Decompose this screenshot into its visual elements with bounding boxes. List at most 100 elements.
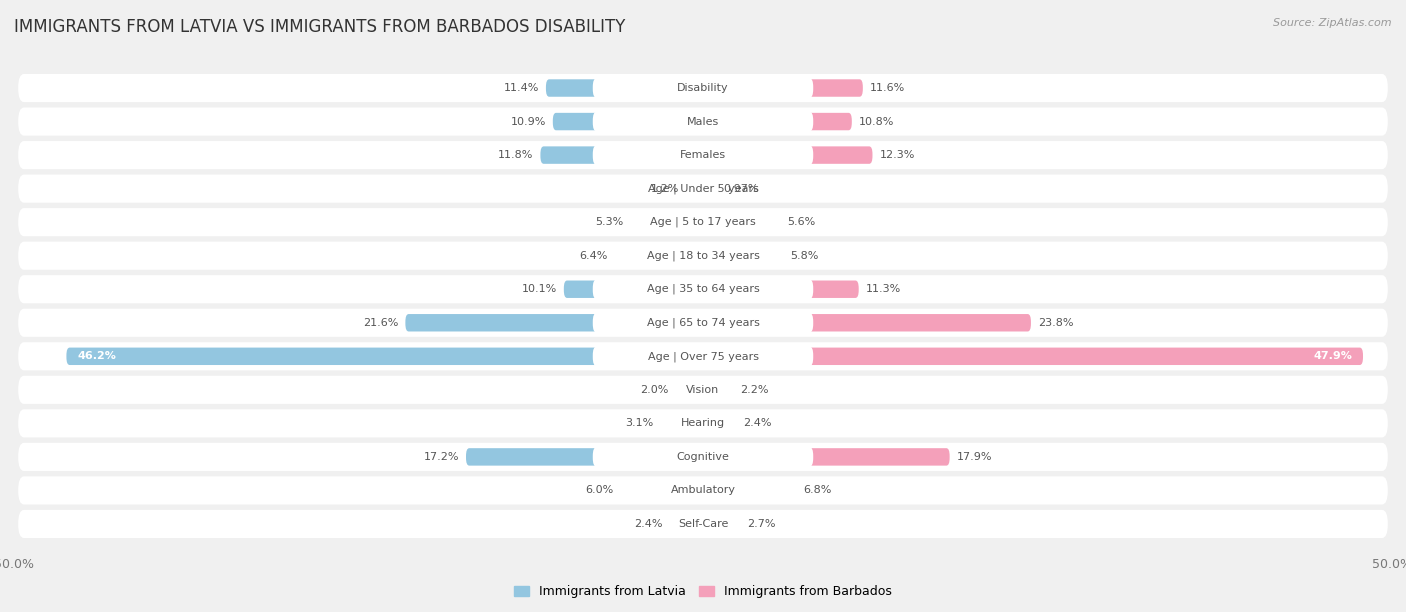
FancyBboxPatch shape <box>18 74 1388 102</box>
FancyBboxPatch shape <box>630 214 703 231</box>
Text: 23.8%: 23.8% <box>1038 318 1073 328</box>
Text: Vision: Vision <box>686 385 720 395</box>
FancyBboxPatch shape <box>18 208 1388 236</box>
FancyBboxPatch shape <box>18 141 1388 169</box>
Text: 2.4%: 2.4% <box>742 419 772 428</box>
Text: 11.3%: 11.3% <box>866 284 901 294</box>
Text: Males: Males <box>688 116 718 127</box>
FancyBboxPatch shape <box>18 275 1388 304</box>
FancyBboxPatch shape <box>18 409 1388 438</box>
Text: Age | 35 to 64 years: Age | 35 to 64 years <box>647 284 759 294</box>
FancyBboxPatch shape <box>18 242 1388 270</box>
FancyBboxPatch shape <box>18 376 1388 404</box>
Text: 10.8%: 10.8% <box>859 116 894 127</box>
FancyBboxPatch shape <box>703 80 863 97</box>
FancyBboxPatch shape <box>593 313 813 332</box>
FancyBboxPatch shape <box>703 214 780 231</box>
FancyBboxPatch shape <box>66 348 703 365</box>
Text: IMMIGRANTS FROM LATVIA VS IMMIGRANTS FROM BARBADOS DISABILITY: IMMIGRANTS FROM LATVIA VS IMMIGRANTS FRO… <box>14 18 626 36</box>
FancyBboxPatch shape <box>703 113 852 130</box>
Text: 1.2%: 1.2% <box>651 184 679 193</box>
FancyBboxPatch shape <box>675 381 703 398</box>
FancyBboxPatch shape <box>18 510 1388 538</box>
FancyBboxPatch shape <box>593 78 813 98</box>
Text: 10.1%: 10.1% <box>522 284 557 294</box>
FancyBboxPatch shape <box>703 482 797 499</box>
FancyBboxPatch shape <box>18 443 1388 471</box>
FancyBboxPatch shape <box>465 448 703 466</box>
Text: Disability: Disability <box>678 83 728 93</box>
Text: 5.8%: 5.8% <box>790 251 818 261</box>
Text: 6.4%: 6.4% <box>579 251 607 261</box>
Text: 3.1%: 3.1% <box>626 419 654 428</box>
Text: 17.2%: 17.2% <box>423 452 460 462</box>
Text: Source: ZipAtlas.com: Source: ZipAtlas.com <box>1274 18 1392 28</box>
FancyBboxPatch shape <box>703 415 737 432</box>
FancyBboxPatch shape <box>703 280 859 298</box>
Text: Age | Under 5 years: Age | Under 5 years <box>648 184 758 194</box>
FancyBboxPatch shape <box>593 380 813 400</box>
Text: 11.8%: 11.8% <box>498 150 533 160</box>
Text: 10.9%: 10.9% <box>510 116 546 127</box>
FancyBboxPatch shape <box>661 415 703 432</box>
Legend: Immigrants from Latvia, Immigrants from Barbados: Immigrants from Latvia, Immigrants from … <box>509 580 897 603</box>
Text: 17.9%: 17.9% <box>956 452 993 462</box>
FancyBboxPatch shape <box>614 247 703 264</box>
FancyBboxPatch shape <box>703 180 717 197</box>
FancyBboxPatch shape <box>669 515 703 532</box>
Text: 2.0%: 2.0% <box>640 385 669 395</box>
FancyBboxPatch shape <box>593 480 813 500</box>
Text: Ambulatory: Ambulatory <box>671 485 735 496</box>
Text: 12.3%: 12.3% <box>879 150 915 160</box>
FancyBboxPatch shape <box>593 514 813 534</box>
FancyBboxPatch shape <box>405 314 703 332</box>
Text: Age | 65 to 74 years: Age | 65 to 74 years <box>647 318 759 328</box>
FancyBboxPatch shape <box>703 348 1362 365</box>
FancyBboxPatch shape <box>686 180 703 197</box>
FancyBboxPatch shape <box>593 112 813 132</box>
FancyBboxPatch shape <box>564 280 703 298</box>
FancyBboxPatch shape <box>18 174 1388 203</box>
Text: Cognitive: Cognitive <box>676 452 730 462</box>
FancyBboxPatch shape <box>703 247 783 264</box>
FancyBboxPatch shape <box>593 447 813 466</box>
Text: 46.2%: 46.2% <box>77 351 117 361</box>
FancyBboxPatch shape <box>593 246 813 266</box>
FancyBboxPatch shape <box>593 179 813 198</box>
FancyBboxPatch shape <box>703 146 873 164</box>
FancyBboxPatch shape <box>553 113 703 130</box>
FancyBboxPatch shape <box>593 146 813 165</box>
FancyBboxPatch shape <box>703 314 1031 332</box>
Text: 6.8%: 6.8% <box>804 485 832 496</box>
Text: 21.6%: 21.6% <box>363 318 398 328</box>
Text: Hearing: Hearing <box>681 419 725 428</box>
Text: 5.6%: 5.6% <box>787 217 815 227</box>
Text: Age | 5 to 17 years: Age | 5 to 17 years <box>650 217 756 228</box>
FancyBboxPatch shape <box>593 280 813 299</box>
FancyBboxPatch shape <box>703 448 949 466</box>
Text: 6.0%: 6.0% <box>585 485 613 496</box>
FancyBboxPatch shape <box>620 482 703 499</box>
FancyBboxPatch shape <box>18 308 1388 337</box>
Text: Females: Females <box>681 150 725 160</box>
Text: 0.97%: 0.97% <box>723 184 759 193</box>
Text: 5.3%: 5.3% <box>595 217 623 227</box>
Text: 47.9%: 47.9% <box>1313 351 1353 361</box>
Text: Age | 18 to 34 years: Age | 18 to 34 years <box>647 250 759 261</box>
FancyBboxPatch shape <box>18 476 1388 504</box>
FancyBboxPatch shape <box>18 342 1388 370</box>
FancyBboxPatch shape <box>703 515 740 532</box>
FancyBboxPatch shape <box>593 212 813 232</box>
FancyBboxPatch shape <box>593 414 813 433</box>
FancyBboxPatch shape <box>18 108 1388 136</box>
FancyBboxPatch shape <box>540 146 703 164</box>
Text: 11.4%: 11.4% <box>503 83 538 93</box>
FancyBboxPatch shape <box>703 381 734 398</box>
Text: Age | Over 75 years: Age | Over 75 years <box>648 351 758 362</box>
Text: Self-Care: Self-Care <box>678 519 728 529</box>
Text: 2.4%: 2.4% <box>634 519 664 529</box>
Text: 2.2%: 2.2% <box>740 385 769 395</box>
FancyBboxPatch shape <box>593 346 813 366</box>
Text: 11.6%: 11.6% <box>870 83 905 93</box>
FancyBboxPatch shape <box>546 80 703 97</box>
